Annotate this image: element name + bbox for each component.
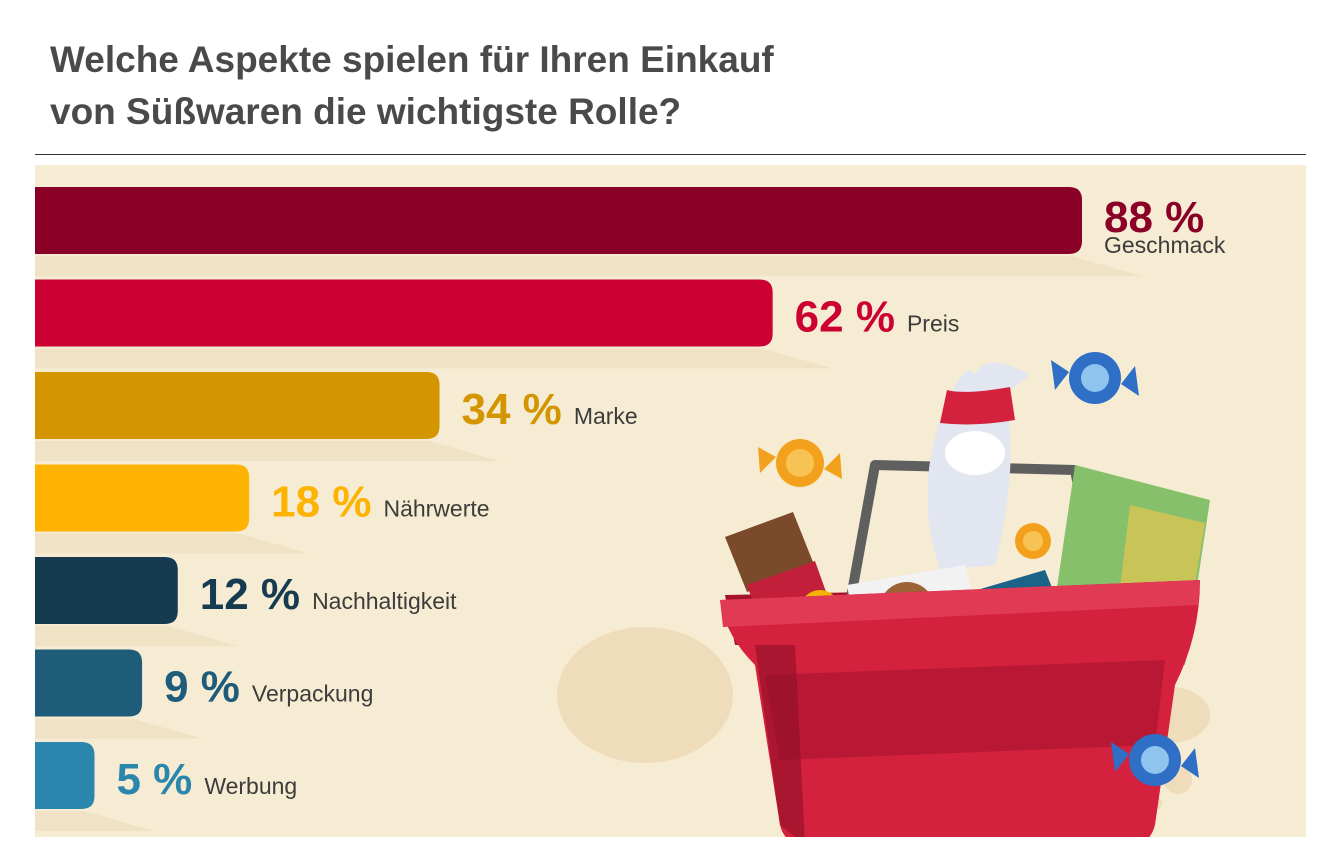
bar-shadow	[35, 811, 155, 831]
value-label: 9 %	[164, 663, 240, 712]
bar-shadow	[35, 533, 310, 554]
bar-marke	[35, 372, 440, 439]
bar-werbung	[35, 742, 95, 809]
category-label: Nährwerte	[383, 496, 489, 522]
chart-title-line-1: Welche Aspekte spielen für Ihren Einkauf	[50, 39, 774, 80]
value-label: 34 %	[462, 385, 562, 434]
value-label: 18 %	[271, 478, 371, 527]
chart-title: Welche Aspekte spielen für Ihren Einkauf…	[50, 34, 950, 138]
shopping-basket-with-sweets-icon	[557, 352, 1210, 837]
chart-title-line-2: von Süßwaren die wichtigste Rolle?	[50, 91, 682, 132]
bar-shadow	[35, 348, 833, 369]
bar-verpackung	[35, 649, 143, 717]
title-divider	[35, 154, 1306, 155]
bar-nachhaltigkeit	[35, 557, 178, 624]
category-label: Marke	[574, 403, 638, 429]
value-label: 62 %	[795, 293, 895, 342]
bar-shadow	[35, 256, 1142, 276]
chart-panel: 88 % Geschmack 62 % Preis 34 % Marke 18 % Nährw…	[35, 165, 1306, 837]
category-label: Nachhaltigkeit	[312, 588, 457, 614]
value-label: 12 %	[200, 570, 300, 619]
bar-shadow	[35, 441, 500, 461]
value-label: 88 %	[1104, 193, 1204, 242]
bar-preis	[35, 279, 773, 347]
bar-chart: 88 %Geschmack 62 % Preis 34 % Marke 18 % Nährw…	[35, 187, 1226, 831]
bar-shadow	[35, 718, 203, 739]
category-label: Preis	[907, 311, 959, 337]
category-label: Verpackung	[252, 681, 373, 707]
bar-nährwerte	[35, 464, 250, 532]
value-label: 5 %	[116, 755, 192, 804]
category-label: Werbung	[204, 773, 297, 799]
category-label: Geschmack	[1104, 232, 1226, 258]
bar-shadow	[35, 626, 238, 646]
bar-geschmack	[35, 187, 1082, 254]
